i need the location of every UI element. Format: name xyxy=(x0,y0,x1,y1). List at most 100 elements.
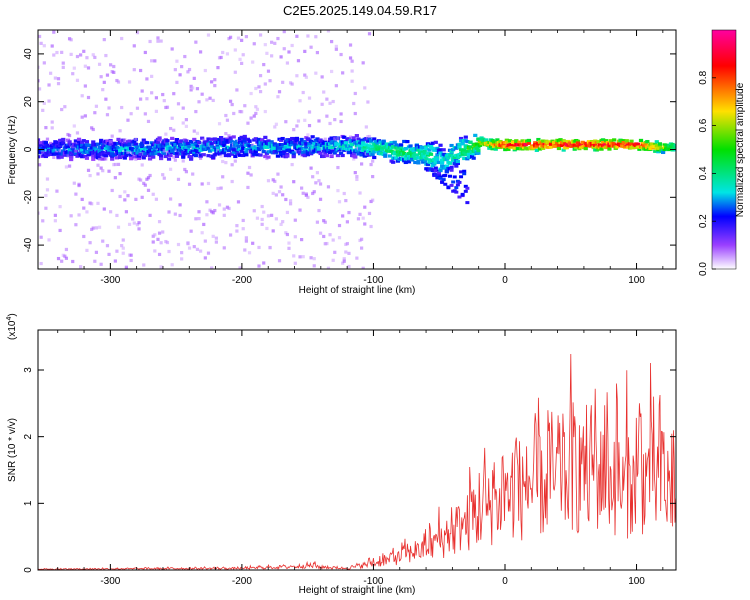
heatmap-noise-cell xyxy=(96,201,100,205)
heatmap-cell xyxy=(149,141,154,145)
heatmap-cell xyxy=(578,143,584,147)
heatmap-noise-cell xyxy=(109,63,113,67)
heatmap-noise-cell xyxy=(276,172,280,176)
colorbar-gradient xyxy=(711,29,737,270)
heatmap-noise-cell xyxy=(129,112,133,116)
heatmap-cell xyxy=(593,143,598,148)
heatmap-noise-cell xyxy=(273,179,277,183)
heatmap-cell xyxy=(463,135,468,139)
heatmap-cell xyxy=(61,141,66,145)
heatmap-cell xyxy=(425,162,431,167)
heatmap-noise-cell xyxy=(258,33,263,37)
heatmap-noise-cell xyxy=(137,221,141,225)
heatmap-noise-cell xyxy=(238,266,242,269)
heatmap-noise-cell xyxy=(200,182,204,186)
snr-x-axis-label: Height of straight line (km) xyxy=(299,585,416,596)
heatmap-cell xyxy=(495,138,500,142)
heatmap-noise-cell xyxy=(170,47,174,51)
heatmap-noise-cell xyxy=(159,241,163,245)
spectrogram-x-tick-label: -300 xyxy=(100,275,120,286)
heatmap-noise-cell xyxy=(71,259,75,264)
heatmap-cell xyxy=(206,154,211,158)
heatmap-cell xyxy=(189,139,194,144)
heatmap-cell xyxy=(607,147,612,151)
heatmap-noise-cell xyxy=(330,69,334,74)
heatmap-noise-cell xyxy=(50,44,54,48)
heatmap-noise-cell xyxy=(274,122,278,126)
colorbar-ticks: 0.0 0.2 0.4 0.6 0.8 xyxy=(698,70,716,276)
heatmap-noise-cell xyxy=(167,210,171,214)
heatmap-cell xyxy=(266,155,271,159)
heatmap-noise-cell xyxy=(225,52,230,56)
heatmap-noise-cell xyxy=(208,96,212,100)
heatmap-cell xyxy=(466,155,472,159)
heatmap-cell xyxy=(468,153,473,157)
heatmap-cell xyxy=(189,157,194,161)
heatmap-cell xyxy=(438,168,443,173)
heatmap-noise-cell xyxy=(230,102,234,107)
heatmap-cell xyxy=(307,144,312,148)
heatmap-noise-cell xyxy=(120,244,124,248)
heatmap-noise-cell xyxy=(159,39,163,43)
heatmap-noise-cell xyxy=(281,220,285,224)
heatmap-cell xyxy=(215,146,221,150)
spectrogram-y-tick-label: 0 xyxy=(23,146,34,152)
heatmap-noise-cell xyxy=(353,171,357,175)
heatmap-cell xyxy=(206,137,211,141)
heatmap-noise-cell xyxy=(107,169,111,173)
heatmap-noise-cell xyxy=(347,251,351,255)
heatmap-cell xyxy=(449,143,454,148)
heatmap-cell xyxy=(315,137,320,141)
heatmap-cell xyxy=(428,144,434,149)
heatmap-cell xyxy=(260,138,265,142)
heatmap-cell xyxy=(602,143,607,147)
heatmap-noise-cell xyxy=(257,85,261,89)
heatmap-cell xyxy=(124,143,129,147)
heatmap-noise-cell xyxy=(232,111,236,116)
heatmap-noise-cell xyxy=(298,208,302,212)
heatmap-cell xyxy=(159,154,164,158)
heatmap-cell xyxy=(219,149,224,153)
heatmap-cell xyxy=(637,147,642,151)
heatmap-cell xyxy=(247,139,252,143)
heatmap-cell xyxy=(375,141,380,145)
heatmap-noise-cell xyxy=(252,209,256,213)
heatmap-cell xyxy=(457,145,462,150)
heatmap-noise-cell xyxy=(74,223,78,227)
heatmap-noise-cell xyxy=(366,100,370,104)
snr-y-tick-label: 0 xyxy=(23,567,34,573)
heatmap-cell xyxy=(348,145,353,149)
heatmap-noise-cell xyxy=(221,159,225,164)
heatmap-noise-cell xyxy=(320,75,324,79)
heatmap-noise-cell xyxy=(233,48,237,52)
heatmap-noise-cell xyxy=(101,169,105,173)
heatmap-cell xyxy=(76,137,82,141)
heatmap-cell xyxy=(449,168,454,172)
heatmap-cell xyxy=(110,157,115,161)
heatmap-noise-cell xyxy=(358,212,362,216)
heatmap-noise-cell xyxy=(282,30,286,34)
heatmap-cell xyxy=(438,176,443,180)
heatmap-cell xyxy=(457,142,462,147)
heatmap-cell xyxy=(242,137,247,141)
heatmap-noise-cell xyxy=(104,157,108,161)
heatmap-noise-cell xyxy=(276,36,280,41)
heatmap-cell xyxy=(463,189,468,193)
heatmap-cell xyxy=(629,142,634,146)
heatmap-noise-cell xyxy=(112,70,116,74)
heatmap-cell xyxy=(438,151,443,155)
heatmap-cell xyxy=(253,149,258,154)
heatmap-cell xyxy=(458,148,464,152)
heatmap-noise-cell xyxy=(167,249,171,254)
heatmap-cell xyxy=(293,143,298,147)
heatmap-noise-cell xyxy=(326,30,331,33)
heatmap-cell xyxy=(237,148,243,152)
heatmap-cell xyxy=(376,146,382,150)
heatmap-cell xyxy=(45,151,50,155)
heatmap-cell xyxy=(99,148,104,153)
heatmap-noise-cell xyxy=(97,157,102,162)
heatmap-noise-cell xyxy=(198,50,203,54)
heatmap-noise-cell xyxy=(241,227,245,231)
heatmap-noise-cell xyxy=(69,38,73,42)
heatmap-cell xyxy=(452,162,457,166)
